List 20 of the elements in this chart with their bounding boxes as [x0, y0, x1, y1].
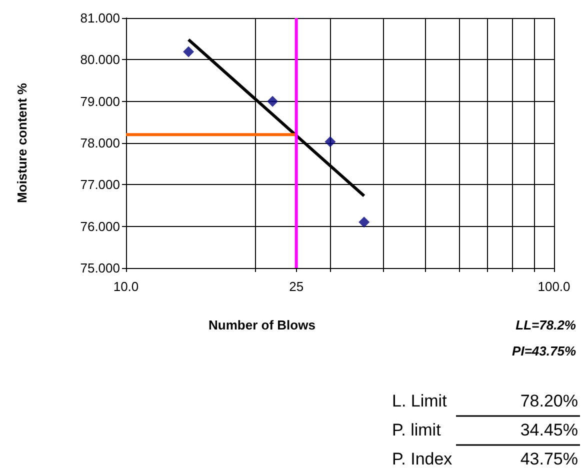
text: 34.45% [520, 420, 578, 440]
text: 43.75% [520, 450, 578, 468]
text: LL=78.2% [516, 318, 576, 332]
y-tick-label: 79.000 [80, 94, 120, 109]
x-tick-label: 25 [289, 279, 304, 294]
y-tick-label: 80.000 [80, 52, 120, 68]
text: L. Limit [392, 392, 448, 410]
text: P. limit [392, 420, 442, 440]
text: PI=43.75% [512, 344, 576, 358]
text: P. Index [392, 450, 453, 468]
y-tick-label: 75.000 [80, 260, 120, 276]
y-tick-label: 81.000 [80, 10, 120, 26]
text: 78.20% [520, 392, 578, 410]
x-tick-label: 10.0 [113, 279, 139, 294]
y-tick-label: 76.000 [80, 218, 120, 234]
x-axis-title: Number of Blows [208, 318, 316, 332]
y-tick-label: 77.000 [80, 177, 120, 192]
y-tick-label: 78.000 [80, 136, 120, 150]
y-axis-title: Moisture content % [14, 82, 30, 203]
x-tick-label: 100.0 [538, 279, 570, 294]
